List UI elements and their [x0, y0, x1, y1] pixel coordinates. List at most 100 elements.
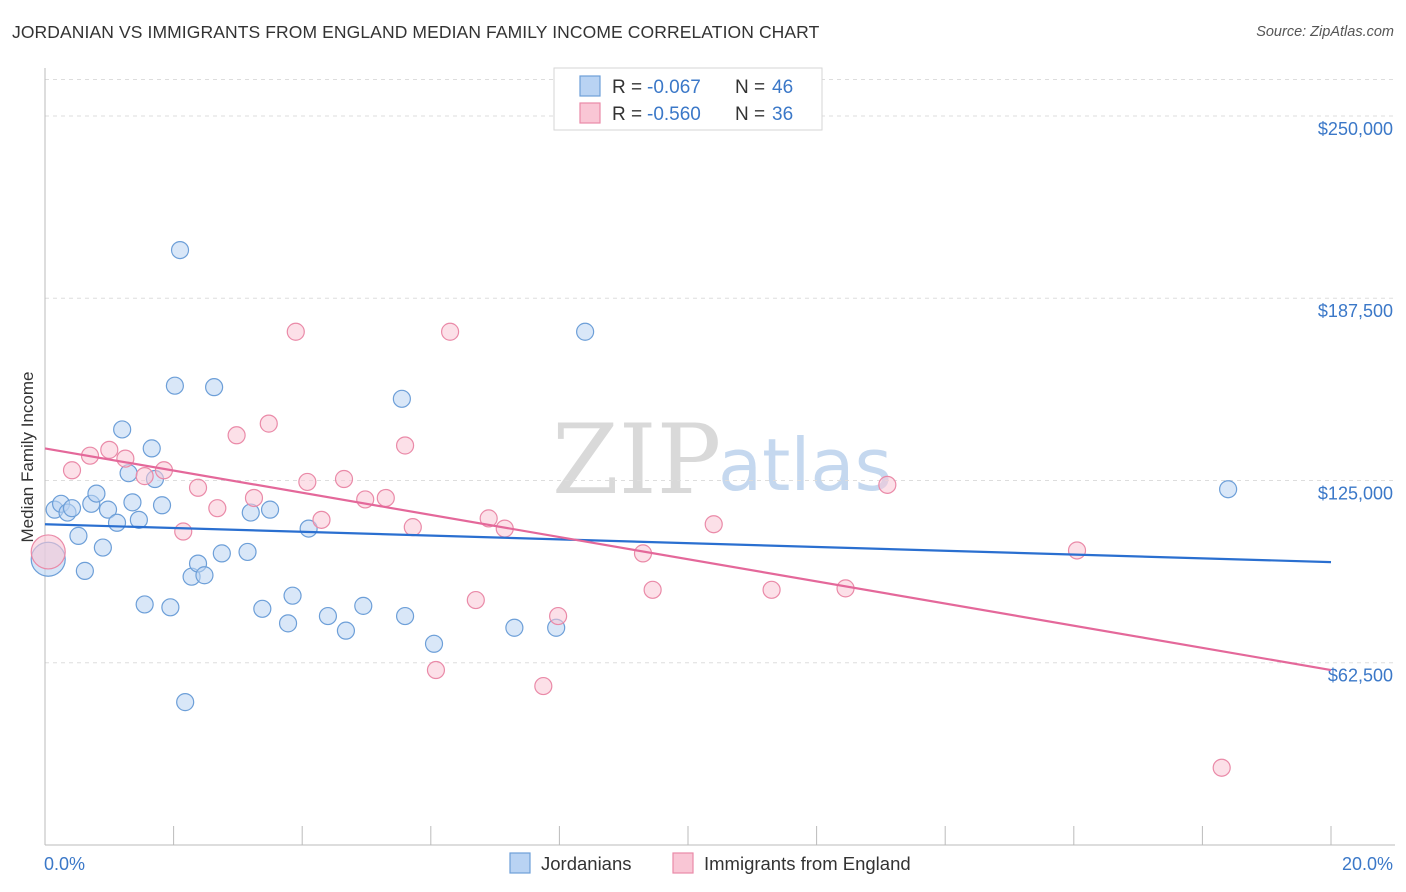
- y-tick-label: $250,000: [1318, 119, 1393, 139]
- data-point-jordanian: [161, 598, 180, 617]
- data-point-england: [479, 509, 498, 528]
- data-point-jordanian: [165, 376, 184, 395]
- bottom-legend-swatch-england: [672, 852, 694, 874]
- legend-r-value-england: -0.560: [647, 104, 701, 125]
- legend-r-label-1: R =: [612, 77, 642, 98]
- data-point-england: [298, 472, 317, 492]
- data-point-england: [549, 606, 568, 626]
- data-point-england: [135, 467, 154, 486]
- x-tick-label-max: 20.0%: [1342, 854, 1393, 874]
- data-point-england: [1212, 758, 1231, 777]
- y-tick-label: $62,500: [1328, 666, 1393, 686]
- data-point-jordanian: [98, 500, 118, 519]
- data-point-jordanian: [123, 493, 142, 512]
- data-point-jordanian: [107, 513, 127, 532]
- data-point-england: [534, 676, 553, 696]
- data-point-jordanian: [87, 484, 106, 503]
- data-point-england: [286, 322, 305, 341]
- trend-line-england: [44, 447, 1332, 672]
- y-tick-label: $187,500: [1318, 301, 1393, 321]
- y-axis-label: Median Family Income: [18, 371, 37, 542]
- legend-swatch-jordanians: [579, 75, 601, 97]
- series-legend: Jordanians Immigrants from England: [509, 852, 911, 874]
- data-point-jordanian: [505, 618, 524, 637]
- data-point-england: [403, 518, 422, 537]
- data-point-england: [188, 478, 208, 497]
- legend-n-label-2: N =: [735, 104, 765, 125]
- data-point-england: [466, 590, 485, 610]
- x-tick-labels: 0.0% 20.0%: [44, 854, 1393, 874]
- data-point-england: [100, 440, 119, 459]
- data-point-england: [30, 534, 66, 570]
- data-point-jordanian: [170, 240, 190, 260]
- data-point-england: [244, 488, 264, 508]
- data-point-jordanian: [278, 614, 298, 633]
- bottom-legend-swatch-jordanians: [509, 852, 531, 874]
- data-point-england: [334, 469, 354, 489]
- data-point-jordanian: [152, 496, 172, 515]
- data-point-england: [259, 414, 278, 433]
- data-point-jordanian: [75, 561, 94, 580]
- watermark-zip: ZIP: [552, 404, 721, 516]
- data-point-jordanian: [93, 538, 112, 557]
- legend-r-label-2: R =: [612, 104, 642, 125]
- data-point-jordanian: [336, 621, 356, 640]
- axes: [44, 68, 1395, 846]
- data-point-jordanian: [283, 586, 302, 605]
- data-point-england: [1067, 541, 1087, 560]
- data-point-jordanian: [212, 544, 231, 563]
- chart-title: JORDANIAN VS IMMIGRANTS FROM ENGLAND MED…: [12, 22, 820, 42]
- data-point-jordanian: [424, 634, 444, 653]
- data-point-england: [208, 499, 227, 518]
- x-tick-label-min: 0.0%: [44, 854, 85, 874]
- data-point-jordanian: [318, 606, 338, 626]
- correlation-legend: R = -0.067 N = 46 R = -0.560 N = 36: [553, 67, 823, 131]
- legend-n-label-1: N =: [735, 77, 765, 98]
- data-point-england: [174, 522, 193, 541]
- data-points: [30, 240, 1238, 777]
- data-point-england: [376, 488, 395, 508]
- data-point-england: [704, 515, 723, 534]
- data-point-england: [395, 436, 415, 455]
- y-tick-label: $125,000: [1318, 483, 1393, 503]
- bottom-legend-label-jordanians: Jordanians: [541, 853, 632, 874]
- data-point-jordanian: [1219, 480, 1238, 499]
- data-point-jordanian: [142, 439, 161, 458]
- data-point-england: [440, 322, 460, 341]
- bottom-legend-label-england: Immigrants from England: [704, 853, 911, 874]
- data-point-jordanian: [253, 599, 272, 618]
- y-tick-labels: $62,500 $125,000 $187,500 $250,000: [1318, 119, 1393, 686]
- data-point-england: [227, 426, 246, 445]
- legend-n-value-jordanians: 46: [772, 77, 793, 98]
- data-point-england: [878, 475, 897, 494]
- data-point-jordanian: [576, 322, 595, 341]
- data-point-jordanian: [129, 510, 148, 529]
- data-point-jordanian: [238, 542, 257, 562]
- legend-swatch-england: [579, 102, 601, 124]
- legend-r-value-jordanians: -0.067: [647, 77, 701, 98]
- trend-lines: [44, 447, 1332, 672]
- data-point-england: [762, 580, 781, 599]
- data-point-jordanian: [392, 389, 411, 408]
- data-point-jordanian: [260, 500, 280, 519]
- source-credit: Source: ZipAtlas.com: [1256, 24, 1394, 40]
- data-point-england: [643, 580, 662, 599]
- data-point-jordanian: [395, 606, 415, 626]
- data-point-jordanian: [135, 595, 154, 614]
- data-point-jordanian: [354, 596, 373, 615]
- data-point-jordanian: [62, 499, 82, 518]
- data-point-jordanian: [113, 420, 132, 439]
- data-point-jordanian: [195, 566, 214, 585]
- legend-n-value-england: 36: [772, 104, 793, 125]
- data-point-england: [62, 461, 82, 480]
- data-point-england: [312, 510, 331, 529]
- data-point-jordanian: [69, 526, 88, 545]
- data-point-england: [116, 449, 135, 468]
- grid-lines: [45, 79, 1395, 664]
- data-point-jordanian: [176, 693, 195, 712]
- data-point-england: [426, 660, 446, 680]
- watermark-atlas: atlas: [718, 423, 892, 507]
- data-point-jordanian: [205, 378, 224, 397]
- trend-line-jordanian: [44, 523, 1332, 564]
